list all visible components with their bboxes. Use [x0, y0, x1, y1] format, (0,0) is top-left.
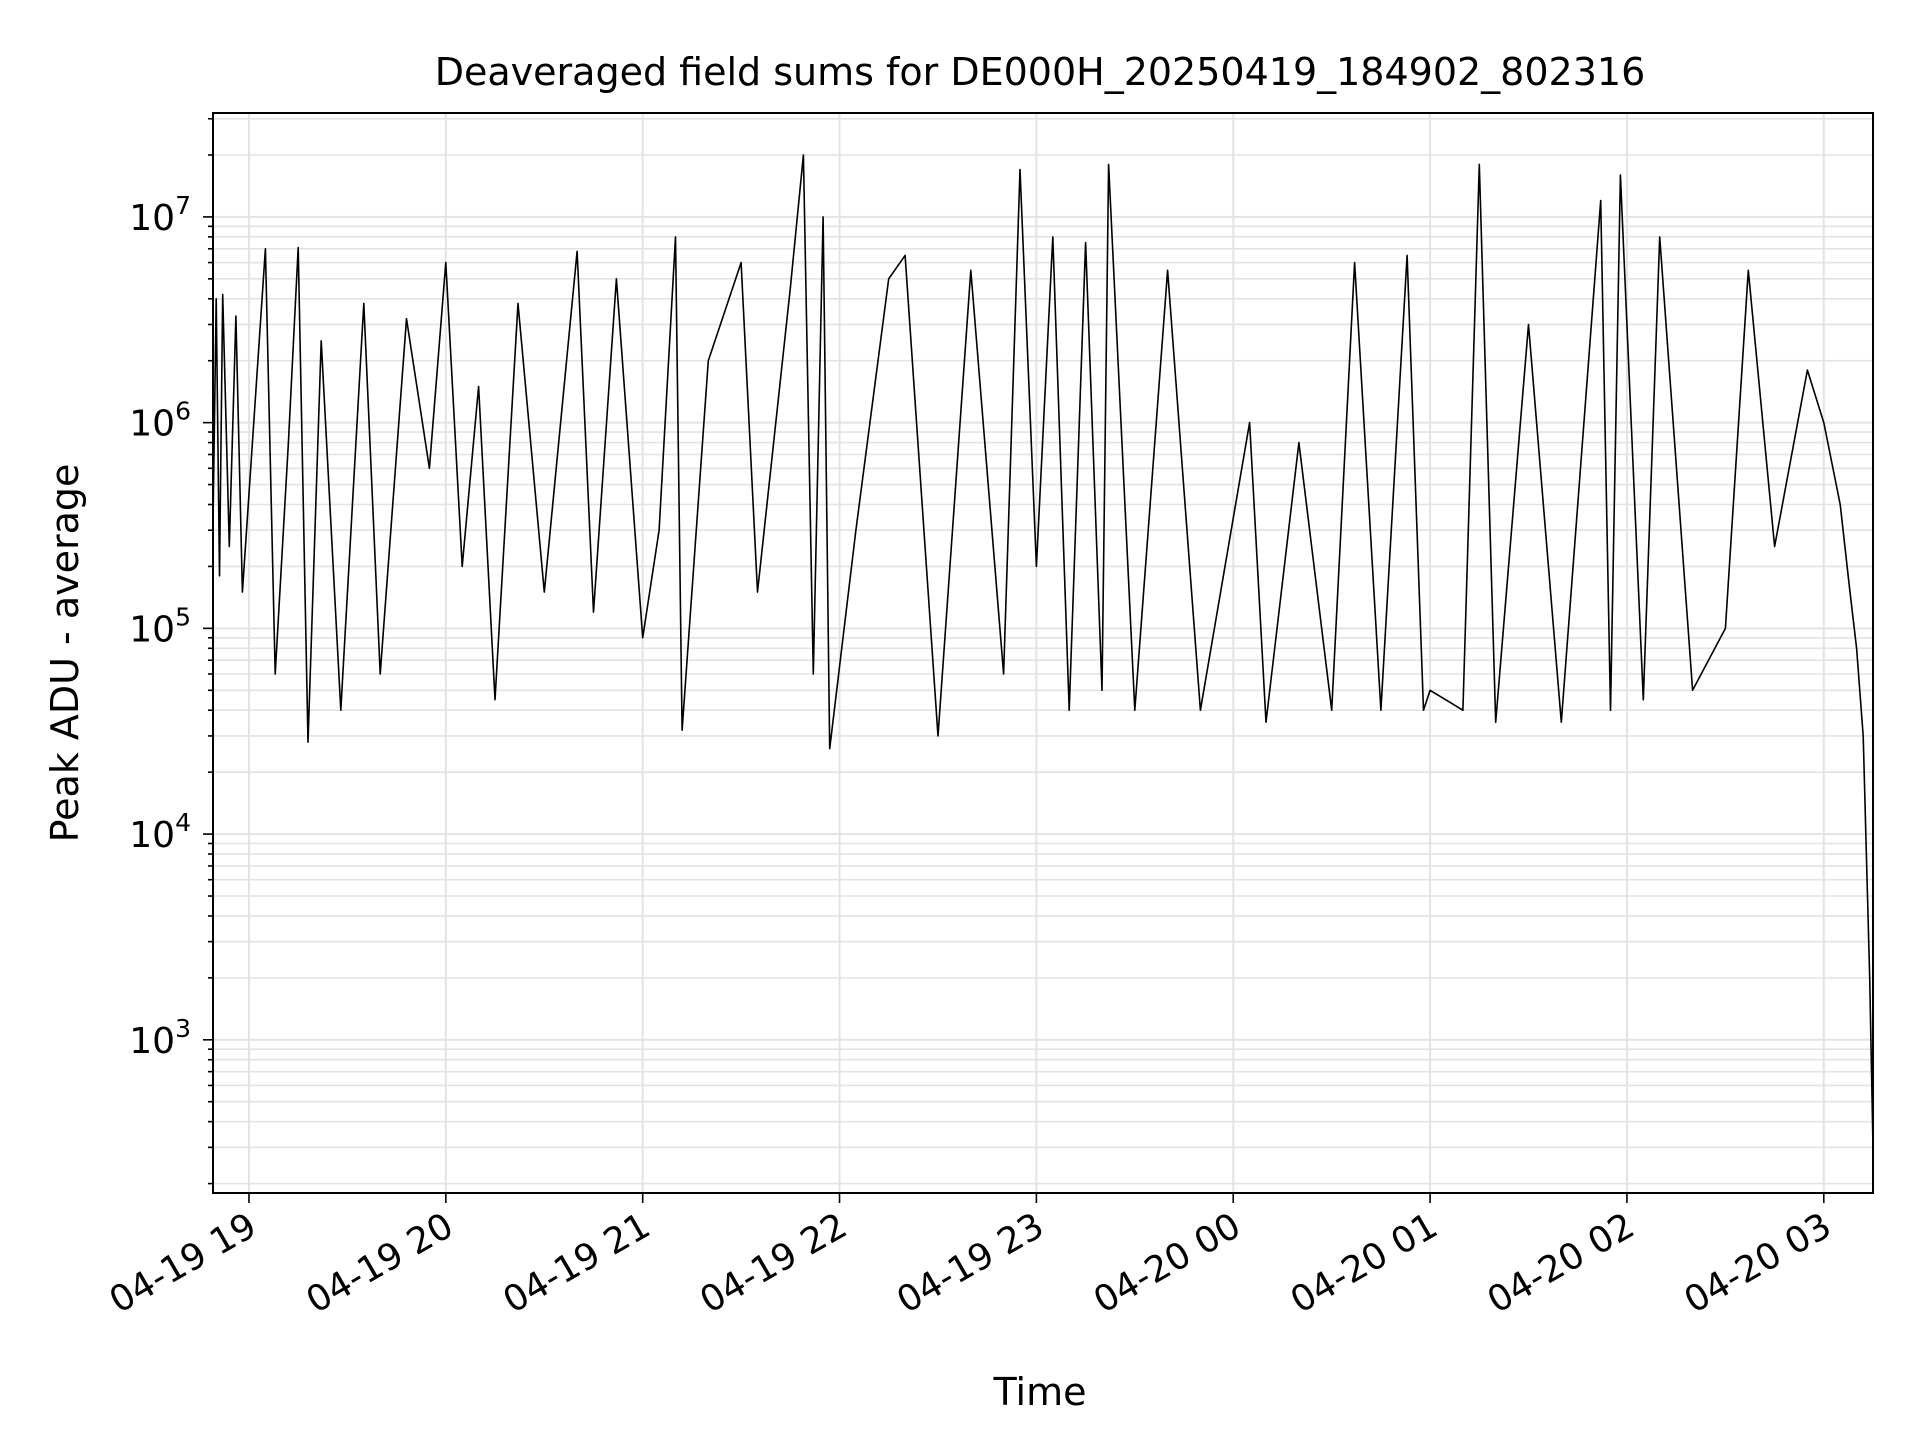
x-tick-label: 04-20 02 — [1481, 1205, 1642, 1321]
x-tick-label: 04-19 23 — [890, 1205, 1051, 1321]
series-line — [212, 154, 1874, 1148]
y-axis-label: Peak ADU - average — [43, 464, 87, 843]
x-tick-label: 04-19 22 — [693, 1205, 854, 1321]
y-tick-label: 105 — [129, 602, 191, 650]
x-tick-label: 04-19 20 — [300, 1205, 461, 1321]
grid-layer — [213, 113, 1873, 1193]
y-tick-label: 106 — [129, 397, 191, 445]
x-tick-label: 04-20 01 — [1284, 1205, 1445, 1321]
series-layer — [212, 154, 1874, 1148]
x-axis-label: Time — [993, 1370, 1087, 1414]
x-tick-label: 04-19 21 — [497, 1205, 658, 1321]
x-tick-label: 04-20 00 — [1087, 1205, 1248, 1321]
x-tick-label: 04-19 19 — [103, 1205, 264, 1321]
y-tick-label: 107 — [129, 191, 191, 239]
chart-title: Deaveraged field sums for DE000H_2025041… — [435, 50, 1646, 94]
y-tick-label: 104 — [129, 808, 191, 856]
y-axis: 103 104 105 106 107 — [129, 117, 213, 1185]
x-axis: 04-19 19 04-19 20 04-19 21 04-19 22 04-19 23… — [103, 1193, 1838, 1322]
y-tick-label: 103 — [129, 1014, 191, 1062]
x-tick-label: 04-20 03 — [1678, 1205, 1839, 1321]
plot-frame — [212, 112, 1874, 1194]
